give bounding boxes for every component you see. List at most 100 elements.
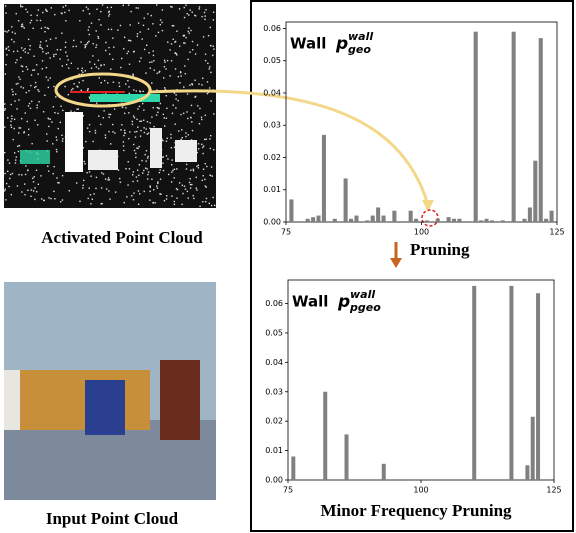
cloud-dot: [132, 181, 133, 182]
cloud-dot: [87, 127, 88, 128]
cloud-dot: [149, 199, 150, 200]
bar: [425, 220, 429, 222]
cloud-dot: [8, 46, 9, 47]
cloud-dot: [51, 121, 52, 122]
cloud-dot: [11, 194, 12, 195]
cloud-dot: [98, 60, 99, 61]
cloud-dot: [113, 82, 114, 83]
bar: [306, 219, 310, 222]
cloud-dot: [139, 31, 140, 32]
cloud-dot: [133, 144, 134, 145]
cloud-dot: [46, 76, 47, 77]
cloud-dot: [212, 197, 213, 198]
cloud-dot: [175, 68, 176, 69]
cloud-dot: [85, 46, 86, 47]
cloud-dot: [146, 45, 147, 46]
cloud-dot: [107, 7, 108, 8]
cloud-dot: [205, 53, 206, 54]
cloud-dot: [199, 8, 200, 9]
cloud-dot: [47, 27, 48, 28]
cloud-dot: [17, 50, 18, 51]
bar: [533, 161, 537, 222]
cloud-dot: [38, 9, 39, 10]
cloud-dot: [88, 29, 89, 30]
cloud-dot: [64, 12, 65, 13]
cloud-dot: [79, 20, 80, 21]
cloud-dot: [182, 193, 183, 194]
cloud-dot: [171, 147, 172, 148]
cloud-dot: [48, 126, 49, 127]
bar: [447, 217, 451, 222]
cloud-dot: [98, 19, 99, 20]
cloud-dot: [76, 182, 77, 183]
cloud-dot: [171, 159, 172, 160]
cloud-dot: [83, 180, 84, 181]
cloud-dot: [90, 203, 91, 204]
cloud-dot: [153, 126, 154, 127]
cloud-dot: [196, 177, 197, 178]
cloud-dot: [64, 86, 65, 87]
cloud-dot: [201, 16, 202, 17]
cloud-dot: [139, 164, 140, 165]
cloud-dot: [126, 196, 127, 197]
cloud-dot: [25, 165, 26, 166]
bar: [485, 219, 489, 222]
cloud-dot: [47, 79, 48, 80]
cloud-dot: [133, 89, 134, 90]
cloud-dot: [107, 82, 108, 83]
cloud-dot: [210, 27, 211, 28]
cloud-dot: [153, 50, 154, 51]
cloud-dot: [129, 131, 130, 132]
cloud-dot: [191, 184, 192, 185]
cloud-dot: [91, 68, 92, 69]
cloud-dot: [42, 48, 43, 49]
cloud-dot: [207, 93, 208, 94]
cloud-dot: [132, 124, 133, 125]
cloud-dot: [209, 87, 210, 88]
cloud-dot: [87, 42, 88, 43]
cloud-dot: [134, 131, 135, 132]
cloud-dot: [194, 80, 195, 81]
cloud-dot: [164, 66, 165, 67]
bar: [522, 219, 526, 222]
cloud-dot: [56, 149, 57, 150]
cloud-dot: [124, 132, 125, 133]
y-tick-label: 0.05: [265, 328, 283, 337]
cloud-dot: [123, 48, 124, 49]
cloud-dot: [173, 39, 174, 40]
title-subscript: geo: [348, 43, 371, 56]
cloud-dot: [127, 80, 128, 81]
cloud-dot: [8, 186, 9, 187]
cloud-dot: [187, 191, 188, 192]
cloud-dot: [167, 41, 168, 42]
cloud-dot: [96, 44, 97, 45]
cloud-dot: [130, 11, 131, 12]
cloud-dot: [123, 5, 124, 6]
cloud-dot: [44, 95, 45, 96]
cloud-dot: [158, 107, 159, 108]
y-tick-label: 0.04: [263, 88, 281, 97]
cloud-dot: [94, 64, 95, 65]
cloud-dot: [11, 89, 12, 90]
cloud-dot: [131, 195, 132, 196]
cloud-dot: [203, 145, 204, 146]
cloud-dot: [212, 55, 213, 56]
cloud-dot: [119, 178, 120, 179]
cloud-dot: [4, 152, 5, 153]
cloud-dot: [24, 194, 25, 195]
cloud-dot: [90, 194, 91, 195]
cloud-dot: [136, 119, 137, 120]
cloud-dot: [89, 124, 90, 125]
cloud-dot: [110, 143, 111, 144]
bar: [414, 219, 418, 222]
cloud-dot: [157, 181, 158, 182]
cloud-dot: [151, 116, 152, 117]
cloud-dot: [38, 101, 39, 102]
cloud-dot: [85, 141, 86, 142]
cloud-dot: [88, 26, 89, 27]
cloud-dot: [174, 204, 175, 205]
cloud-dot: [27, 69, 28, 70]
bar: [457, 219, 461, 222]
cloud-dot: [82, 187, 83, 188]
cloud-dot: [135, 136, 136, 137]
